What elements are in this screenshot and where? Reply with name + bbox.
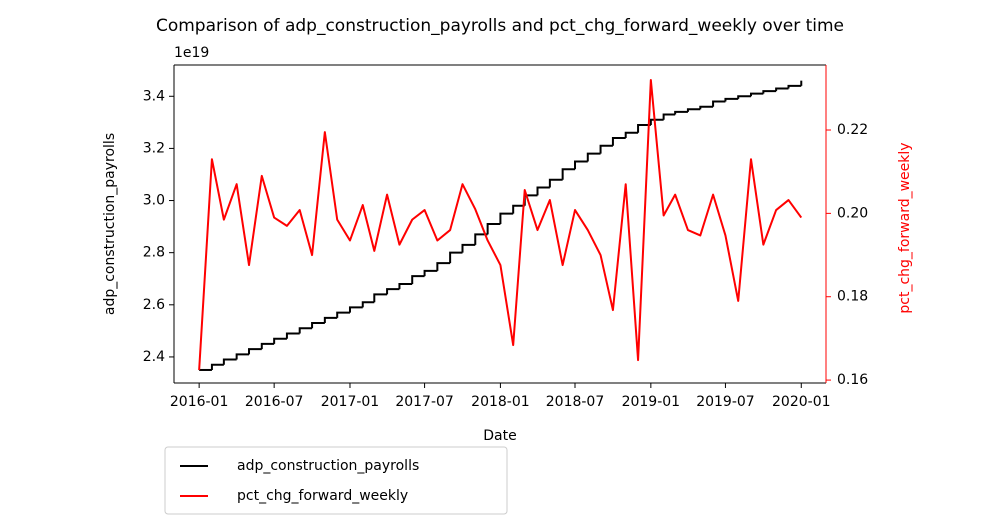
step-segment xyxy=(461,243,476,253)
step-segment xyxy=(737,95,751,99)
step-segment xyxy=(222,358,237,365)
step-segment xyxy=(762,90,777,94)
step-segment xyxy=(348,306,363,313)
step-segment xyxy=(411,275,425,284)
legend-box xyxy=(164,446,508,515)
step-segment xyxy=(260,342,275,350)
step-segment xyxy=(210,363,224,370)
y-tick-label: 2.6 xyxy=(143,297,165,313)
step-segment xyxy=(674,110,688,115)
x-tick-label: 2020-01 xyxy=(772,394,831,410)
step-segment xyxy=(775,87,789,92)
step-segment xyxy=(361,301,375,308)
step-segment xyxy=(649,118,664,125)
step-segment xyxy=(548,178,563,188)
y-axis-label: adp_construction_payrolls xyxy=(102,133,118,315)
step-segment xyxy=(599,144,613,154)
y2-tick-label: 0.20 xyxy=(837,205,868,221)
step-segment xyxy=(574,160,588,170)
step-segment xyxy=(486,223,501,235)
x-tick-label: 2018-07 xyxy=(546,394,605,410)
y2-axis-label: pct_chg_forward_weekly xyxy=(897,142,913,313)
y-tick-label: 3.4 xyxy=(143,88,165,104)
step-segment xyxy=(787,84,802,89)
x-tick-label: 2018-01 xyxy=(471,394,530,410)
x-axis-label: Date xyxy=(483,428,516,444)
step-segment xyxy=(436,262,451,271)
y-tick-label: 3.0 xyxy=(143,193,165,209)
step-segment xyxy=(724,97,739,102)
step-segment xyxy=(336,311,350,318)
step-segment xyxy=(474,233,488,245)
step-segment xyxy=(373,293,388,303)
y2-tick-label: 0.16 xyxy=(837,372,868,388)
step-segment xyxy=(637,123,651,133)
step-segment xyxy=(749,92,764,97)
series-line xyxy=(198,79,803,371)
step-segment xyxy=(686,108,701,112)
step-segment xyxy=(561,168,576,180)
step-segment xyxy=(298,327,313,334)
step-segment xyxy=(624,131,639,138)
legend-label: pct_chg_forward_weekly xyxy=(237,488,408,504)
step-segment xyxy=(536,186,550,196)
step-segment xyxy=(323,316,338,324)
step-segment xyxy=(512,204,525,214)
step-segment xyxy=(499,212,514,224)
y-tick-label: 2.4 xyxy=(143,349,165,365)
x-tick-label: 2016-01 xyxy=(170,394,229,410)
step-segment xyxy=(423,269,438,277)
y-offset-label: 1e19 xyxy=(174,45,209,61)
step-segment xyxy=(699,105,714,110)
y-tick-label: 3.2 xyxy=(143,140,165,156)
step-segment xyxy=(398,282,413,290)
step-segment xyxy=(311,322,325,329)
step-segment xyxy=(611,136,626,146)
x-tick-label: 2016-07 xyxy=(245,394,304,410)
step-segment xyxy=(662,113,676,120)
step-segment xyxy=(285,332,300,339)
y2-tick-label: 0.18 xyxy=(837,289,868,305)
step-segment xyxy=(235,353,250,360)
step-segment xyxy=(386,288,400,295)
chart-title: Comparison of adp_construction_payrolls … xyxy=(156,16,844,36)
x-tick-label: 2019-07 xyxy=(696,394,755,410)
x-tick-label: 2017-07 xyxy=(395,394,454,410)
x-tick-label: 2017-01 xyxy=(321,394,380,410)
legend-label: adp_construction_payrolls xyxy=(237,458,419,474)
step-segment xyxy=(273,337,287,344)
y2-tick-label: 0.22 xyxy=(837,122,868,138)
step-segment xyxy=(248,348,262,355)
step-segment xyxy=(449,251,463,264)
y-tick-label: 2.8 xyxy=(143,245,165,261)
step-segment xyxy=(712,100,726,107)
x-tick-label: 2019-01 xyxy=(622,394,681,410)
step-segment xyxy=(586,152,601,162)
